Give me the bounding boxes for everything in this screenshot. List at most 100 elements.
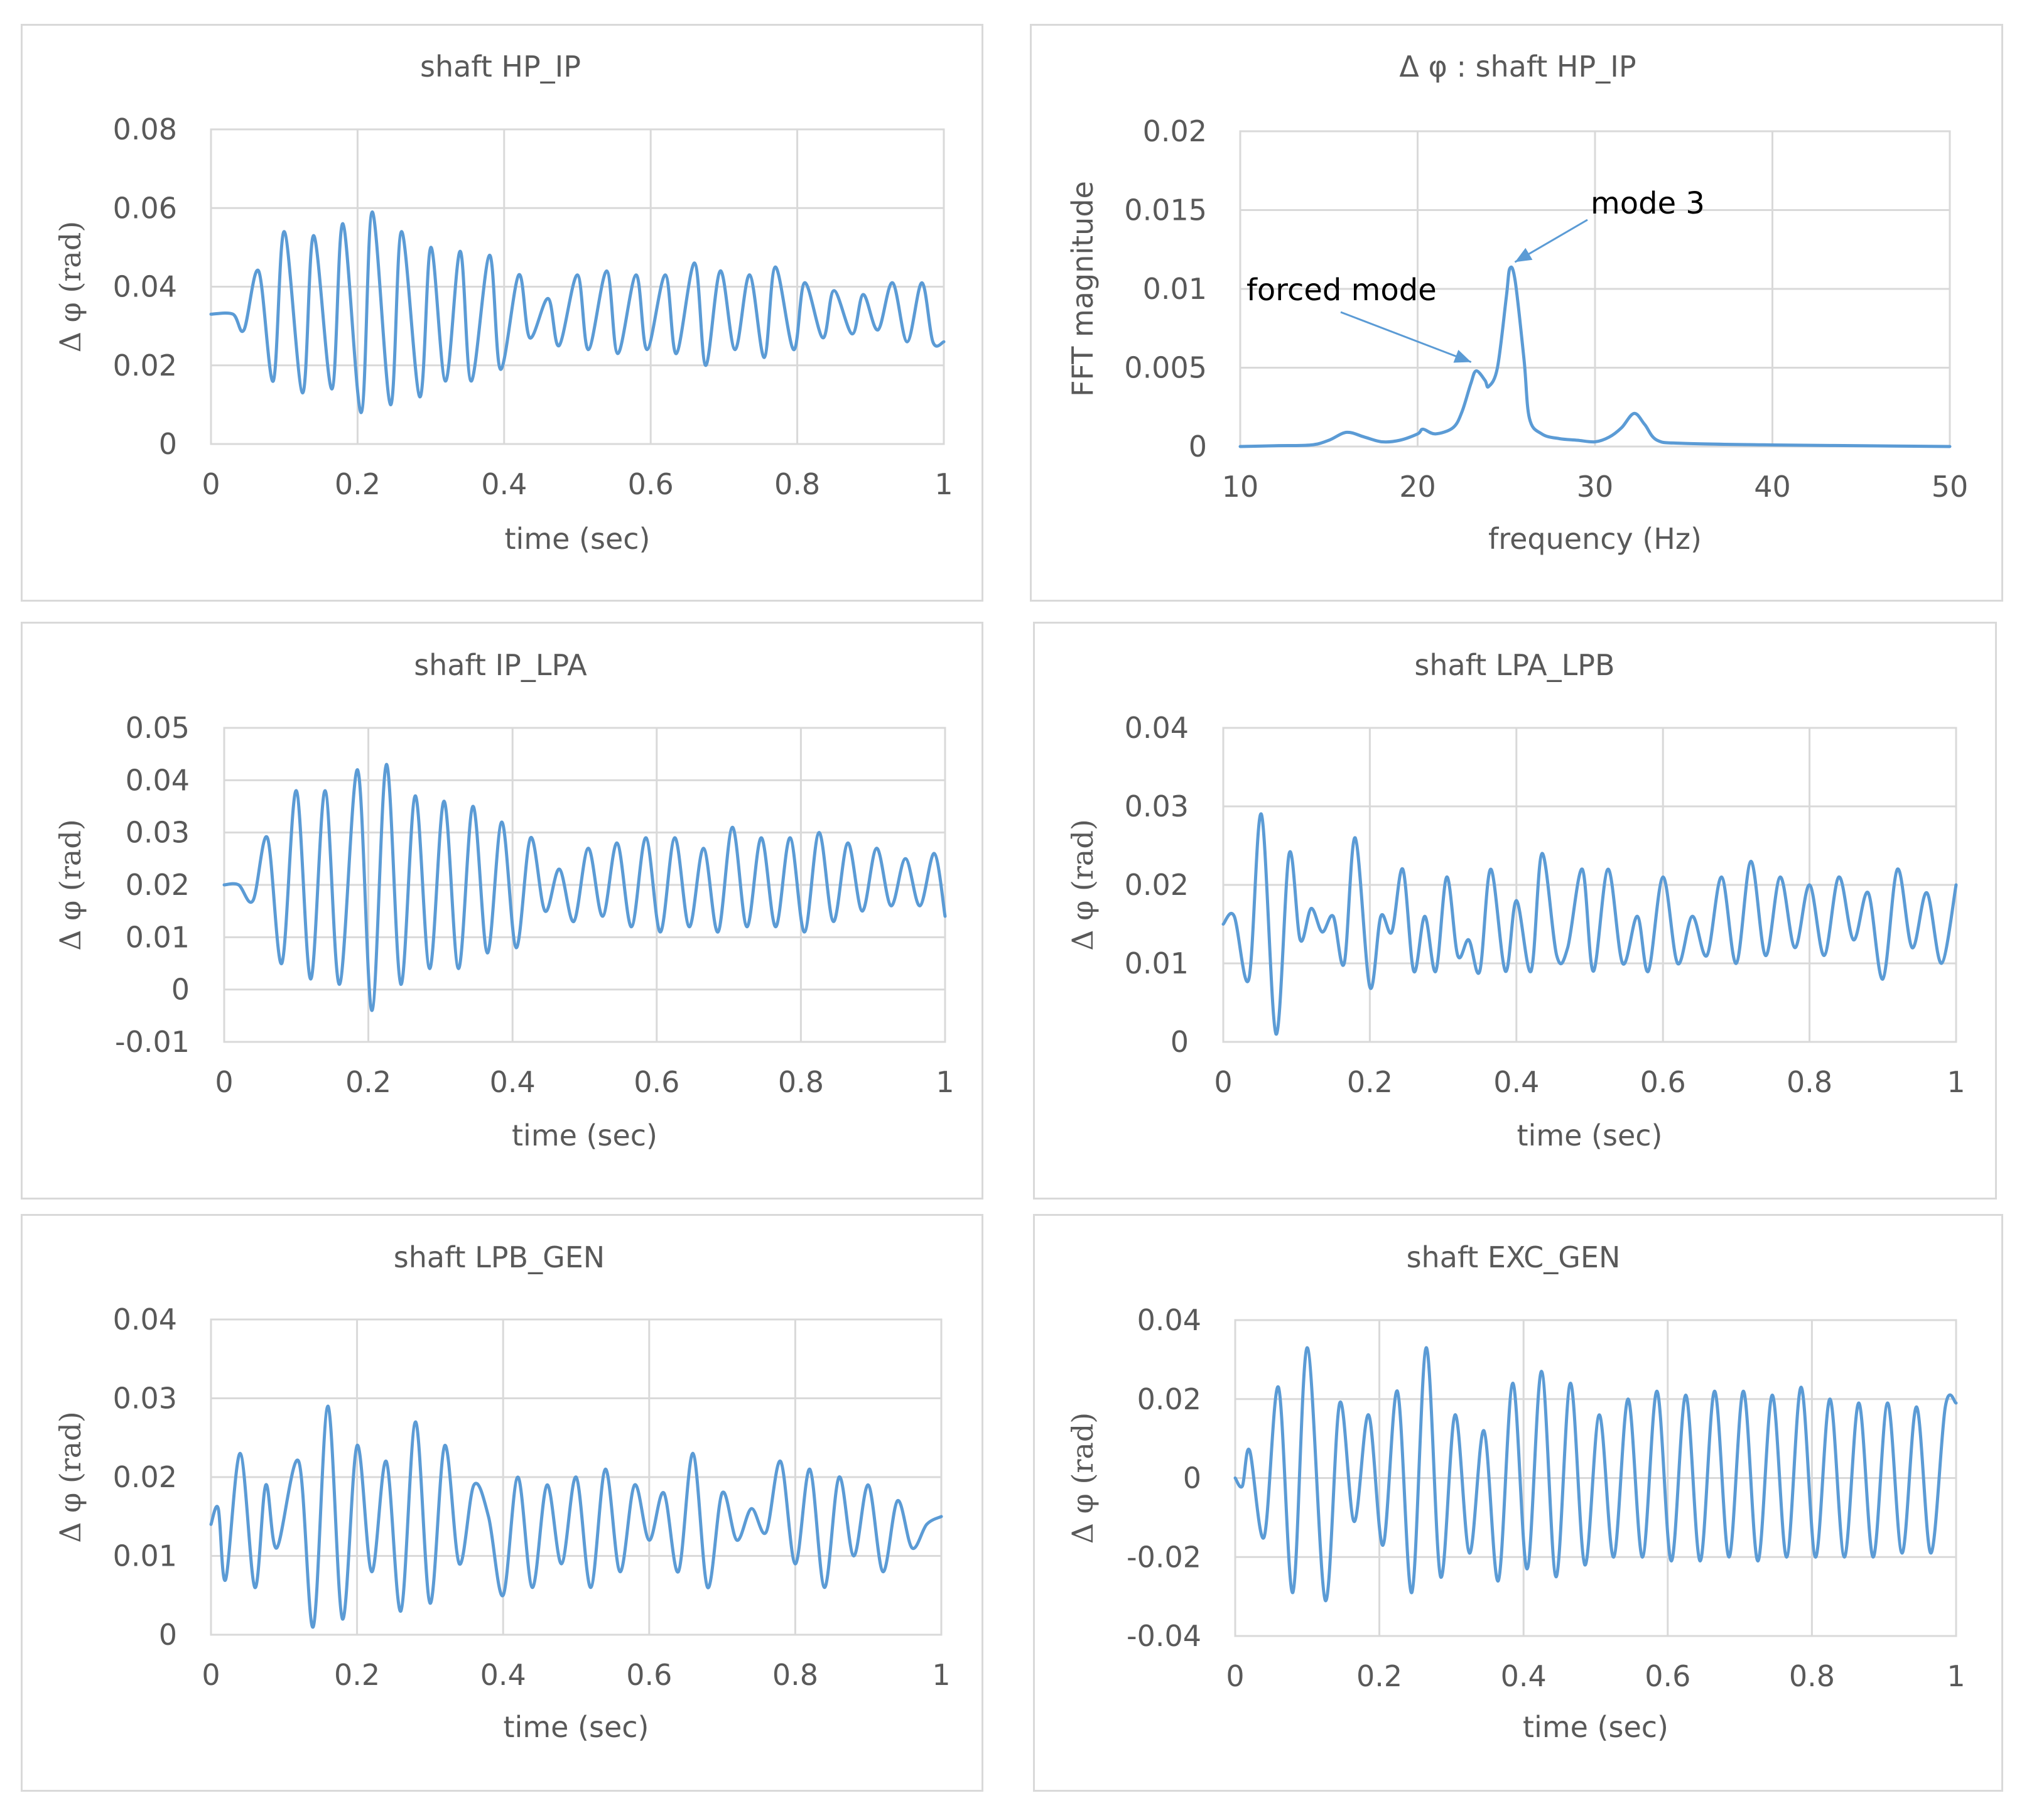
y-tick-label: 0.04 xyxy=(113,270,177,304)
y-tick-label: 0.02 xyxy=(126,868,190,902)
x-axis-label: time (sec) xyxy=(1523,1710,1668,1744)
y-tick-label: 0.04 xyxy=(1125,711,1189,745)
y-tick-label: 0.03 xyxy=(126,816,190,850)
y-tick-label: 0 xyxy=(171,973,190,1007)
x-axis-label: time (sec) xyxy=(505,522,651,556)
y-tick-label: 0.02 xyxy=(1137,1382,1201,1416)
chart-exc_gen: shaft EXC_GEN -0.04 -0.02 0 0.02 0.04 0 0.2 0.4 0… xyxy=(1066,1240,1966,1744)
y-tick-label: 0.06 xyxy=(113,191,177,225)
x-tick-label: 0.4 xyxy=(490,1065,536,1099)
y-tick-label: 0.02 xyxy=(1125,868,1189,902)
y-tick-label: -0.01 xyxy=(115,1025,190,1059)
y-tick-label: 0.02 xyxy=(113,349,177,382)
chart-lpa_lpb: shaft LPA_LPB 0 0.01 0.02 0.03 0.04 0 0.2 0.4 0.6… xyxy=(1066,648,1966,1152)
y-tick-label: 0.04 xyxy=(126,763,190,797)
x-tick-label: 0.4 xyxy=(1493,1065,1539,1099)
x-tick-label: 0.4 xyxy=(481,467,527,501)
x-axis-label: time (sec) xyxy=(504,1710,649,1744)
y-tick-label: 0.08 xyxy=(113,112,177,146)
x-tick-label: 0.6 xyxy=(626,1658,672,1692)
y-tick-label: 0.01 xyxy=(113,1539,177,1573)
x-axis-label: time (sec) xyxy=(512,1119,657,1152)
y-tick-label: 0.03 xyxy=(1125,789,1189,823)
y-tick-label: 0.01 xyxy=(1125,946,1189,980)
chart-title: shaft LPA_LPB xyxy=(1414,648,1614,682)
y-tick-label: 0.005 xyxy=(1124,351,1207,385)
x-tick-label: 0.8 xyxy=(774,467,820,501)
series-line-lpa_lpb xyxy=(1221,812,1958,1036)
x-axis-label: time (sec) xyxy=(1517,1119,1663,1152)
x-tick-label: 0 xyxy=(1214,1065,1232,1099)
x-tick-label: 0.6 xyxy=(1640,1065,1686,1099)
x-tick-label: 0.8 xyxy=(1789,1659,1835,1693)
y-tick-label: 0 xyxy=(1171,1025,1189,1059)
plot-area xyxy=(210,1318,943,1636)
y-axis-label: FFT magnitude xyxy=(1066,181,1100,397)
chart-fft: Δ φ : shaft HP_IP 0 0.005 0.01 0.015 0.02 10 20… xyxy=(1066,50,1968,556)
x-tick-label: 0.8 xyxy=(778,1065,824,1099)
x-tick-label: 0.2 xyxy=(334,1658,380,1692)
x-tick-label: 0.2 xyxy=(1347,1065,1393,1099)
y-tick-label: 0.01 xyxy=(126,920,190,954)
x-tick-label: 1 xyxy=(936,1065,954,1099)
y-axis-label: Δ φ (rad) xyxy=(53,221,87,352)
plot-area xyxy=(1239,130,1951,448)
chart-panel-lpb-gen xyxy=(21,1214,983,1792)
series-line-lpb_gen xyxy=(209,1404,943,1628)
x-tick-label: 1 xyxy=(1947,1659,1965,1693)
series-line-exc_gen xyxy=(1233,1346,1958,1602)
annotation-label: mode 3 xyxy=(1591,186,1705,221)
chart-panel-exc-gen xyxy=(1033,1214,2003,1792)
x-tick-label: 0.2 xyxy=(1356,1659,1402,1693)
x-tick-label: 0 xyxy=(1226,1659,1244,1693)
chart-panel-hp-ip xyxy=(21,24,983,602)
chart-title: shaft EXC_GEN xyxy=(1407,1240,1621,1274)
chart-title: shaft IP_LPA xyxy=(414,648,587,682)
chart-panel-ip-lpa xyxy=(21,622,983,1200)
x-tick-label: 1 xyxy=(1947,1065,1965,1099)
plot-area xyxy=(210,128,945,445)
x-tick-label: 40 xyxy=(1754,470,1791,504)
y-tick-label: 0.04 xyxy=(113,1303,177,1336)
y-tick-label: 0 xyxy=(1189,430,1207,463)
x-tick-label: 0.6 xyxy=(634,1065,679,1099)
annotation-label: forced mode xyxy=(1246,273,1437,308)
x-tick-label: 0 xyxy=(202,467,220,501)
chart-ip_lpa: shaft IP_LPA -0.01 0 0.01 0.02 0.03 0.04 0.05 0 0… xyxy=(53,648,954,1152)
annotation-arrowhead xyxy=(1515,247,1533,263)
x-tick-label: 1 xyxy=(934,467,953,501)
x-tick-label: 0.8 xyxy=(1787,1065,1832,1099)
chart-title: shaft HP_IP xyxy=(420,50,581,84)
x-tick-label: 0.4 xyxy=(480,1658,526,1692)
y-tick-label: 0.03 xyxy=(113,1382,177,1416)
chart-panel-fft xyxy=(1030,24,2003,602)
y-axis-label: Δ φ (rad) xyxy=(53,819,87,950)
x-tick-label: 50 xyxy=(1932,470,1969,504)
series-line-ip_lpa xyxy=(222,762,947,1012)
x-tick-label: 1 xyxy=(932,1658,950,1692)
x-tick-label: 0.2 xyxy=(345,1065,391,1099)
x-tick-label: 0 xyxy=(215,1065,233,1099)
y-tick-label: -0.02 xyxy=(1127,1540,1201,1574)
x-tick-label: 10 xyxy=(1222,470,1259,504)
x-tick-label: 20 xyxy=(1399,470,1436,504)
annotation-arrow xyxy=(1340,311,1472,363)
annotation-arrowhead xyxy=(1453,349,1471,363)
series-line-hp_ip xyxy=(209,210,946,414)
x-tick-label: 0.6 xyxy=(628,467,674,501)
y-tick-label: 0 xyxy=(159,427,177,461)
chart-title: shaft LPB_GEN xyxy=(394,1240,605,1274)
y-tick-label: 0 xyxy=(1183,1461,1201,1495)
y-tick-label: 0 xyxy=(159,1618,177,1652)
x-tick-label: 0.4 xyxy=(1501,1659,1547,1693)
y-axis-label: Δ φ (rad) xyxy=(53,1411,87,1542)
y-tick-label: 0.02 xyxy=(113,1460,177,1494)
x-tick-label: 30 xyxy=(1577,470,1614,504)
chart-title: Δ φ : shaft HP_IP xyxy=(1399,50,1636,84)
y-tick-label: 0.02 xyxy=(1143,114,1207,148)
y-tick-label: 0.05 xyxy=(126,711,190,745)
chart-lpb_gen: shaft LPB_GEN 0 0.01 0.02 0.03 0.04 0 0.2 0.4 0.6… xyxy=(53,1240,951,1744)
y-tick-label: 0.01 xyxy=(1143,272,1207,306)
y-tick-label: -0.04 xyxy=(1127,1619,1201,1653)
